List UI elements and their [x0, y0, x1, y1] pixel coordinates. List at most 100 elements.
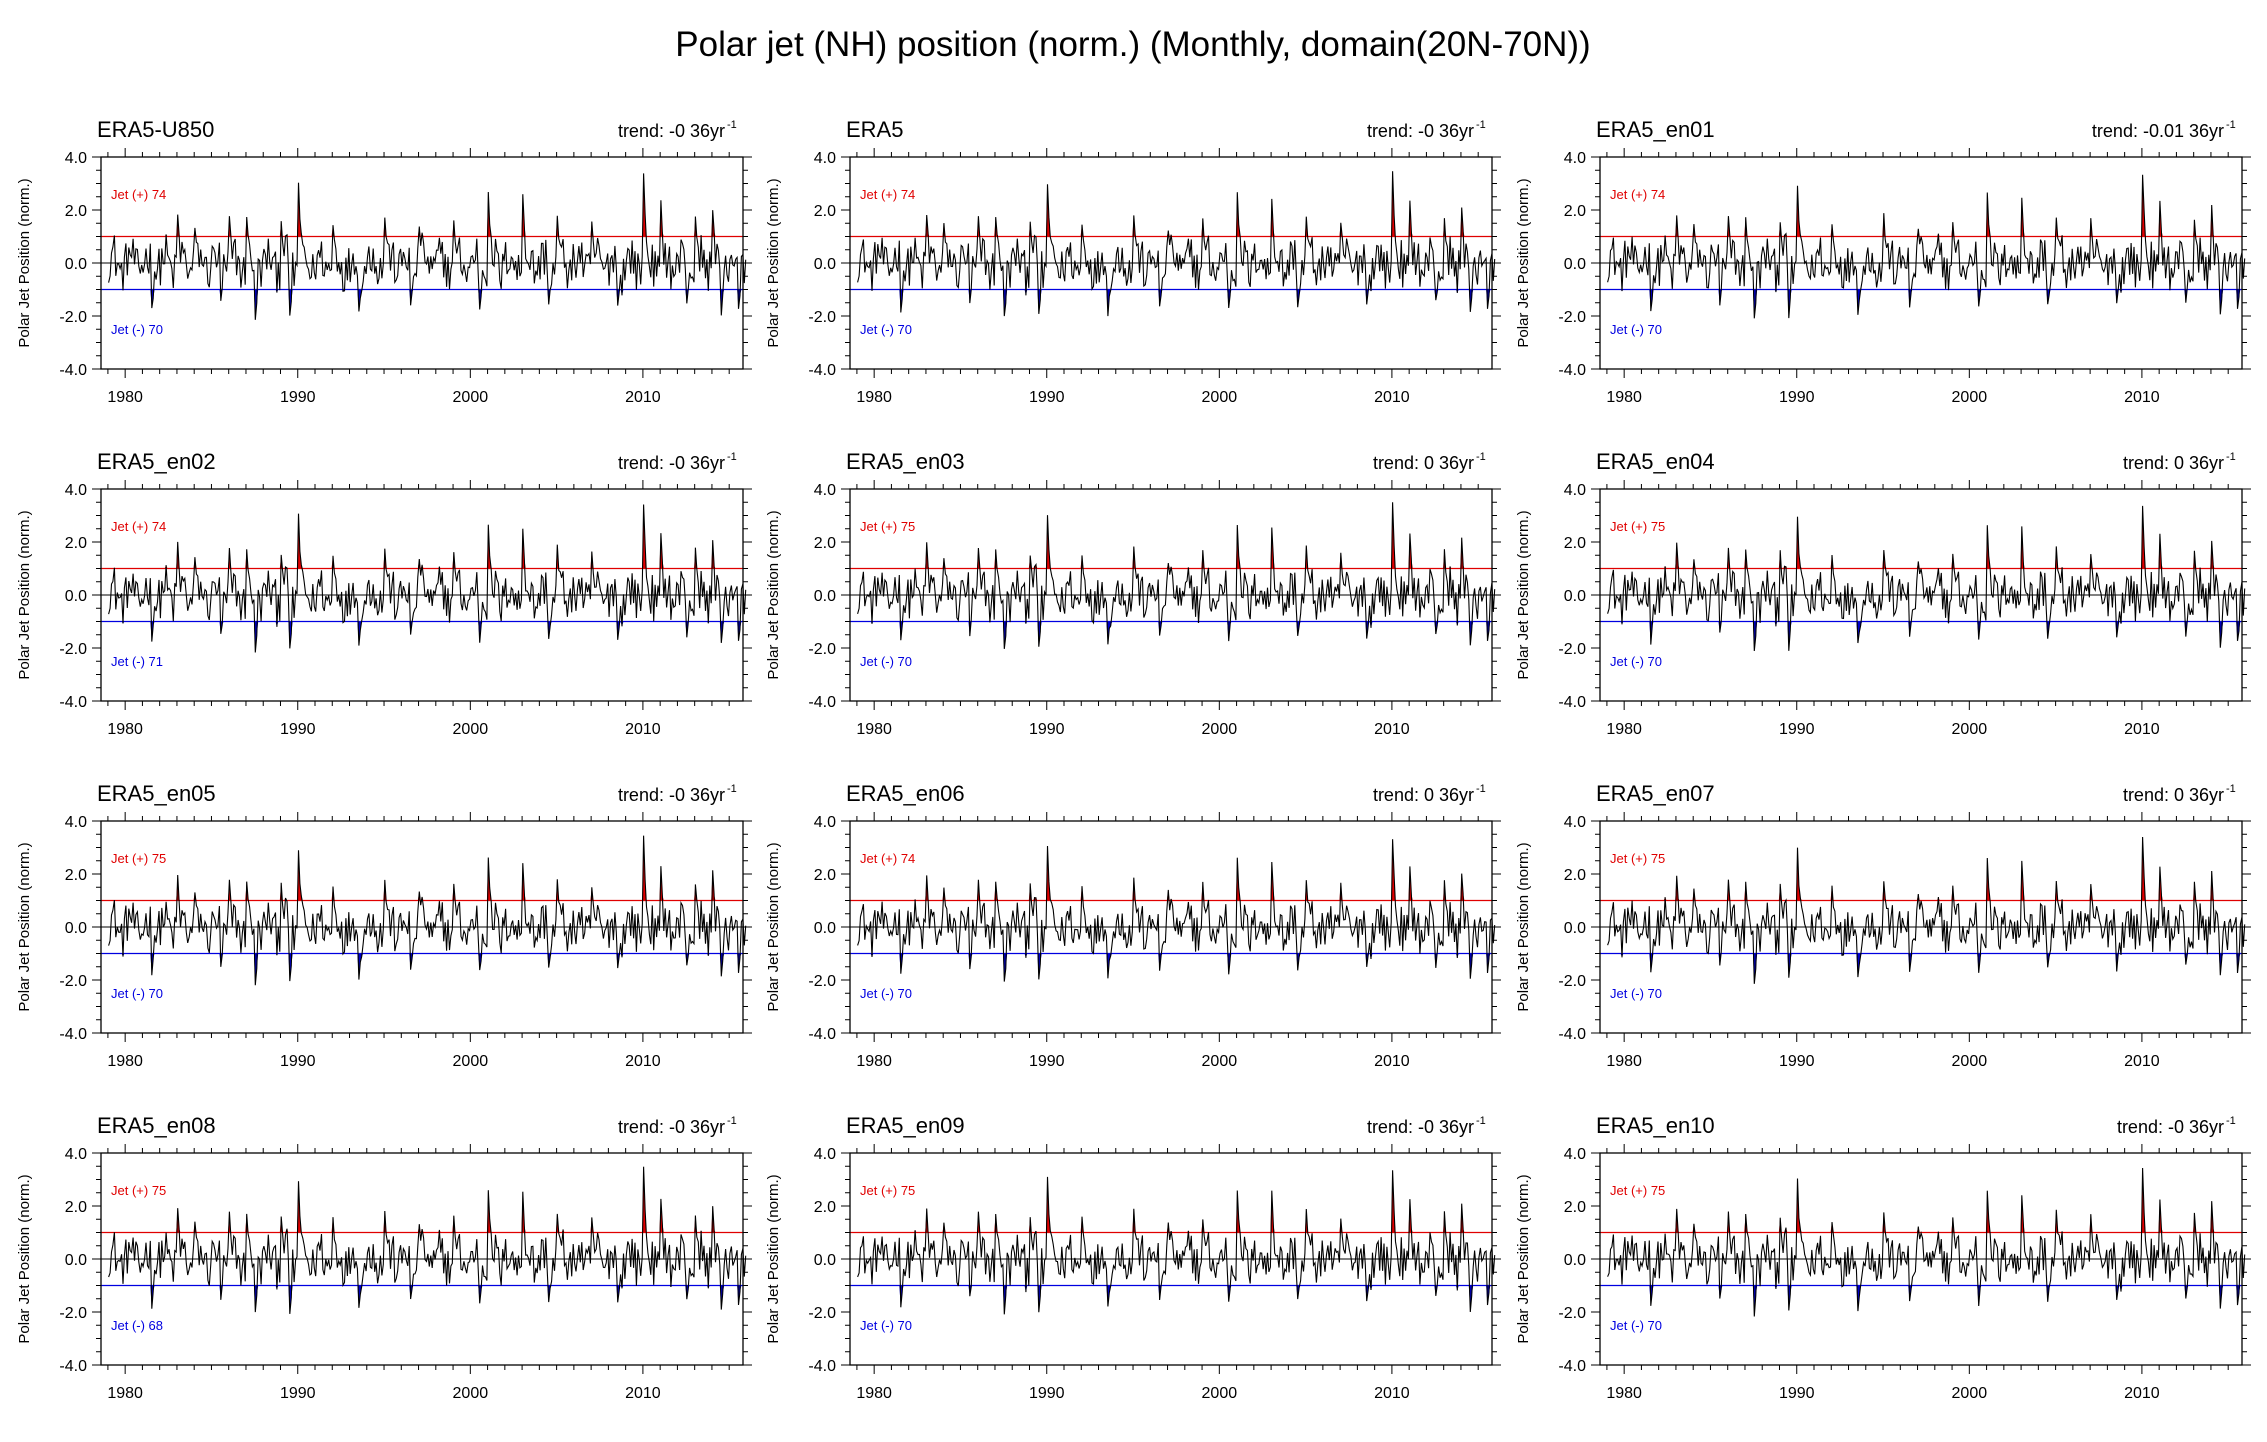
y-tick-label: 2.0 [1564, 1199, 1586, 1216]
series-line [108, 835, 747, 986]
x-tick-label: 1990 [280, 1053, 316, 1070]
y-tick-label: 4.0 [814, 482, 836, 499]
positive-jet-count: Jet (+) 75 [111, 851, 166, 866]
negative-anomaly-fill [150, 1285, 742, 1314]
x-tick-label: 1990 [280, 721, 316, 738]
y-tick-label: -4.0 [1558, 1358, 1586, 1375]
negative-jet-count: Jet (-) 70 [1610, 322, 1662, 337]
y-axis-label: Polar Jet Position (norm.) [765, 510, 782, 679]
figure-title: Polar jet (NH) position (norm.) (Monthly… [675, 25, 1590, 64]
series-line [108, 504, 747, 653]
trend-label: trend: 0 36yr [1373, 453, 1474, 473]
negative-jet-count: Jet (-) 70 [860, 1318, 912, 1333]
x-tick-label: 2010 [2124, 1385, 2160, 1402]
negative-anomaly-fill [1620, 953, 2241, 984]
y-tick-label: 4.0 [814, 814, 836, 831]
y-tick-label: -4.0 [808, 1026, 836, 1043]
x-tick-label: 2000 [1952, 1053, 1988, 1070]
x-tick-label: 2000 [453, 1053, 489, 1070]
negative-jet-count: Jet (-) 70 [1610, 654, 1662, 669]
y-tick-label: 4.0 [814, 150, 836, 167]
y-tick-label: 0.0 [814, 588, 836, 605]
x-tick-label: 1980 [1606, 1053, 1642, 1070]
chart-panel: 4.0 2.0 0.0 -2.0 -4.0 1980 1990 2000 2010 Polar J… [1515, 117, 2251, 406]
y-tick-label: 4.0 [1564, 482, 1586, 499]
panel-title: ERA5_en08 [97, 1113, 216, 1138]
y-tick-label: 0.0 [1564, 1252, 1586, 1269]
y-tick-label: -2.0 [1558, 973, 1586, 990]
trend-exponent: -1 [1476, 783, 1486, 795]
panel-title: ERA5_en06 [846, 781, 965, 806]
y-tick-label: 2.0 [65, 867, 87, 884]
series-line [857, 171, 1496, 317]
y-tick-label: -4.0 [59, 1358, 87, 1375]
trend-exponent: -1 [727, 451, 737, 463]
trend-exponent: -1 [727, 119, 737, 131]
chart-panel: 4.0 2.0 0.0 -2.0 -4.0 1980 1990 2000 2010 Polar J… [765, 781, 1501, 1070]
y-tick-label: 0.0 [1564, 256, 1586, 273]
panel-title: ERA5_en04 [1596, 449, 1715, 474]
positive-anomaly-fill [112, 504, 716, 569]
y-tick-label: 2.0 [1564, 203, 1586, 220]
series-line [1607, 174, 2246, 319]
panel-title: ERA5_en01 [1596, 117, 1715, 142]
y-tick-label: 0.0 [814, 920, 836, 937]
x-tick-label: 1980 [856, 1385, 892, 1402]
trend-label: trend: 0 36yr [2123, 785, 2224, 805]
y-tick-label: -2.0 [59, 973, 87, 990]
x-tick-label: 2000 [1952, 1385, 1988, 1402]
y-tick-label: 4.0 [1564, 814, 1586, 831]
positive-jet-count: Jet (+) 74 [860, 851, 915, 866]
y-tick-label: 2.0 [814, 1199, 836, 1216]
x-tick-label: 1990 [1029, 389, 1065, 406]
y-axis-label: Polar Jet Position (norm.) [765, 178, 782, 347]
x-tick-label: 2010 [625, 1385, 661, 1402]
trend-label: trend: -0 36yr [1367, 1117, 1474, 1137]
positive-jet-count: Jet (+) 74 [860, 187, 915, 202]
x-tick-label: 2010 [2124, 389, 2160, 406]
y-axis-label: Polar Jet Position (norm.) [1515, 1174, 1532, 1343]
x-tick-label: 1990 [1029, 721, 1065, 738]
y-tick-label: 2.0 [814, 203, 836, 220]
x-tick-label: 2000 [1202, 389, 1238, 406]
trend-label: trend: -0 36yr [618, 785, 725, 805]
x-tick-label: 1980 [1606, 721, 1642, 738]
negative-anomaly-fill [870, 953, 1491, 982]
series-line [1607, 836, 2246, 984]
trend-exponent: -1 [2226, 119, 2236, 131]
y-tick-label: 4.0 [65, 1146, 87, 1163]
x-tick-label: 2000 [1202, 1053, 1238, 1070]
series-line [857, 1170, 1496, 1315]
negative-anomaly-fill [1620, 621, 2241, 651]
negative-anomaly-fill [121, 621, 742, 653]
y-tick-label: 0.0 [65, 588, 87, 605]
x-tick-label: 2010 [625, 721, 661, 738]
trend-exponent: -1 [2226, 1115, 2236, 1127]
chart-panel: 4.0 2.0 0.0 -2.0 -4.0 1980 1990 2000 2010 Polar J… [765, 1113, 1501, 1402]
y-tick-label: 0.0 [1564, 588, 1586, 605]
trend-exponent: -1 [1476, 119, 1486, 131]
negative-jet-count: Jet (-) 70 [1610, 1318, 1662, 1333]
series-line [857, 839, 1496, 982]
x-tick-label: 2010 [2124, 1053, 2160, 1070]
series-line [1607, 1167, 2246, 1317]
positive-jet-count: Jet (+) 75 [860, 519, 915, 534]
y-tick-label: 0.0 [1564, 920, 1586, 937]
positive-jet-count: Jet (+) 74 [1610, 187, 1665, 202]
y-tick-label: -4.0 [808, 694, 836, 711]
negative-anomaly-fill [1620, 289, 2241, 319]
panel-title: ERA5_en09 [846, 1113, 965, 1138]
chart-panel: 4.0 2.0 0.0 -2.0 -4.0 1980 1990 2000 2010 Polar J… [16, 781, 752, 1070]
x-tick-label: 1980 [856, 721, 892, 738]
x-tick-label: 1990 [1779, 1385, 1815, 1402]
positive-jet-count: Jet (+) 75 [1610, 519, 1665, 534]
positive-anomaly-fill [112, 835, 716, 901]
panel-title: ERA5_en07 [1596, 781, 1715, 806]
trend-label: trend: -0 36yr [618, 121, 725, 141]
y-tick-label: -2.0 [808, 641, 836, 658]
y-tick-label: -2.0 [59, 309, 87, 326]
series-line [857, 502, 1496, 649]
negative-anomaly-fill [899, 1285, 1491, 1315]
trend-label: trend: -0 36yr [618, 453, 725, 473]
x-tick-label: 2010 [625, 1053, 661, 1070]
